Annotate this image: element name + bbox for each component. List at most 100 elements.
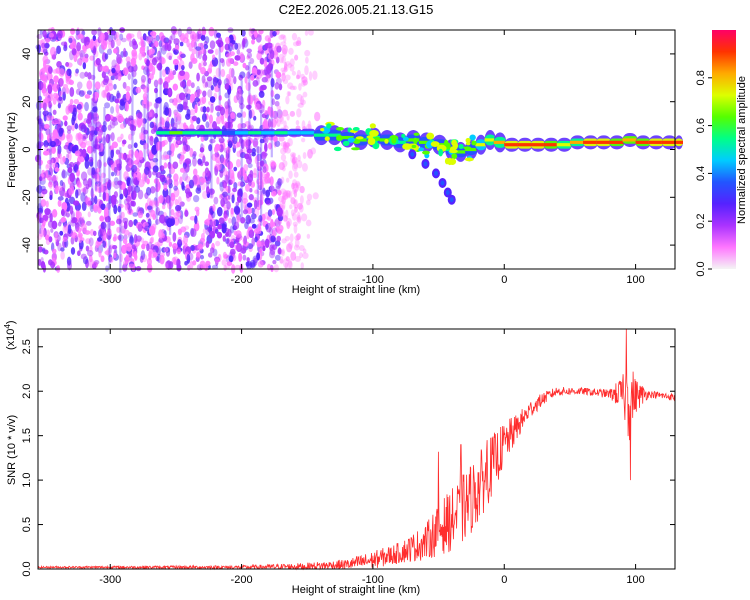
spectrogram-noise-cell [203,43,209,50]
spectrogram-noise-cell [146,37,152,44]
spectrogram-noise-cell [74,123,79,130]
spectrogram-noise-cell [290,152,297,158]
spectrogram-noise-cell [200,181,206,191]
colorbar-tick-label: 0.0 [695,261,707,276]
spectrogram-noise-cell [141,254,148,263]
spectrogram-noise-cell [211,210,216,219]
spectrogram-noise-cell [39,132,44,142]
spectrogram-noise-cell [139,255,144,263]
spectrogram-noise-cell [131,38,136,46]
spectrogram-signal-blob [463,146,472,150]
spectrogram-noise-cell [84,36,90,46]
spectrogram-signal-core [661,140,677,144]
spectrogram-noise-cell [142,33,147,41]
spectrogram-noise-cell [136,171,142,181]
spectrogram-noise-cell [159,214,166,224]
spectrogram-noise-cell [214,144,221,151]
spectrogram-noise-cell [193,33,198,42]
spectrogram-signal-blob [367,137,376,146]
spectrogram-noise-cell [220,198,225,207]
spectrogram-noise-cell [202,90,207,97]
spectrogram-noise-cell [252,137,259,148]
spectrogram-noise-cell [144,225,150,232]
spectrogram-noise-cell [192,150,197,157]
spectrogram-noise-cell [259,248,263,254]
spectrogram-noise-cell [197,42,204,48]
spectrogram-noise-cell [49,212,53,223]
spectrogram-signal-core [182,131,198,135]
spectrogram-signal-blob [469,134,476,141]
spectrogram-noise-cell [212,121,217,130]
spectrogram-noise-cell [138,179,145,188]
spectrogram-noise-cell [46,174,52,181]
spectrogram-noise-cell [78,90,85,97]
spectrogram-noise-cell [304,65,309,76]
spectrogram-noise-cell [200,135,205,142]
spectrogram-noise-cell [294,206,298,213]
spectrogram-noise-cell [117,235,122,241]
spectrogram-noise-cell [281,69,286,76]
spectrogram-noise-cell [72,200,80,206]
spectrogram-noise-cell [257,45,263,52]
spectrogram-noise-cell [126,242,132,252]
spectrogram-noise-cell [204,36,210,44]
spectrogram-noise-cell [133,234,138,244]
spectrogram-x-axis-label: Height of straight line (km) [292,284,420,296]
spectrogram-noise-cell [102,240,107,248]
spectrogram-noise-cell [65,87,70,94]
spectrogram-noise-cell [189,260,194,270]
spectrogram-noise-cell [190,39,195,48]
spectrogram-noise-cell [107,179,112,188]
spectrogram-signal-blob [342,140,350,146]
spectrogram-noise-cell [288,47,294,55]
spectrogram-signal-core [675,140,683,144]
spectrogram-noise-cell [129,40,133,47]
spectrogram-noise-cell [128,158,134,169]
spectrogram-noise-cell [100,184,104,193]
spectrogram-noise-cell [39,74,47,81]
spectrogram-noise-cell [98,249,102,258]
spectrogram-noise-cell [282,109,289,117]
spectrogram-noise-cell [92,106,98,113]
spectrogram-noise-cell [204,167,210,176]
spectrogram-noise-cell [214,151,220,158]
spectrogram-noise-cell [277,195,285,202]
spectrogram-noise-cell [131,191,137,201]
spectrogram-noise-cell [122,47,127,58]
spectrogram-noise-cell [67,167,73,174]
spectrogram-noise-cell [274,140,281,147]
spectrogram-noise-cell [132,212,138,217]
spectrogram-noise-cell [70,236,75,245]
spectrogram-noise-cell [225,194,231,201]
spectrogram-noise-cell [192,153,197,159]
spectrogram-noise-cell [236,215,241,223]
spectrogram-noise-cell [240,122,247,129]
spectrogram-noise-cell [121,182,126,190]
spectrogram-noise-streak [248,62,251,151]
spectrogram-noise-cell [87,177,93,188]
spectrogram-noise-cell [53,118,59,124]
spectrogram-noise-cell [196,184,201,191]
spectrogram-noise-cell [216,115,222,125]
spectrogram-noise-cell [67,224,72,235]
spectrogram-noise-cell [287,258,293,268]
spectrogram-noise-cell [172,58,179,66]
spectrogram-noise-streak [38,78,41,169]
spectrogram-noise-cell [135,235,142,242]
spectrogram-noise-cell [293,189,298,198]
spectrogram-noise-cell [168,163,174,169]
spectrogram-signal-blob [384,138,389,144]
spectrogram-noise-cell [114,31,120,39]
spectrogram-noise-cell [194,215,198,225]
spectrogram-noise-cell [52,209,58,218]
spectrogram-noise-cell [195,187,202,194]
spectrogram-noise-cell [288,241,294,250]
spectrogram-noise-cell [143,129,149,135]
spectrogram-noise-cell [52,96,57,105]
spectrogram-noise-cell [85,183,90,190]
spectrogram-noise-cell [43,227,47,238]
spectrogram-noise-cell [137,223,143,232]
spectrogram-noise-cell [115,63,121,74]
spectrogram-noise-cell [230,175,235,185]
spectrogram-noise-cell [57,196,64,201]
